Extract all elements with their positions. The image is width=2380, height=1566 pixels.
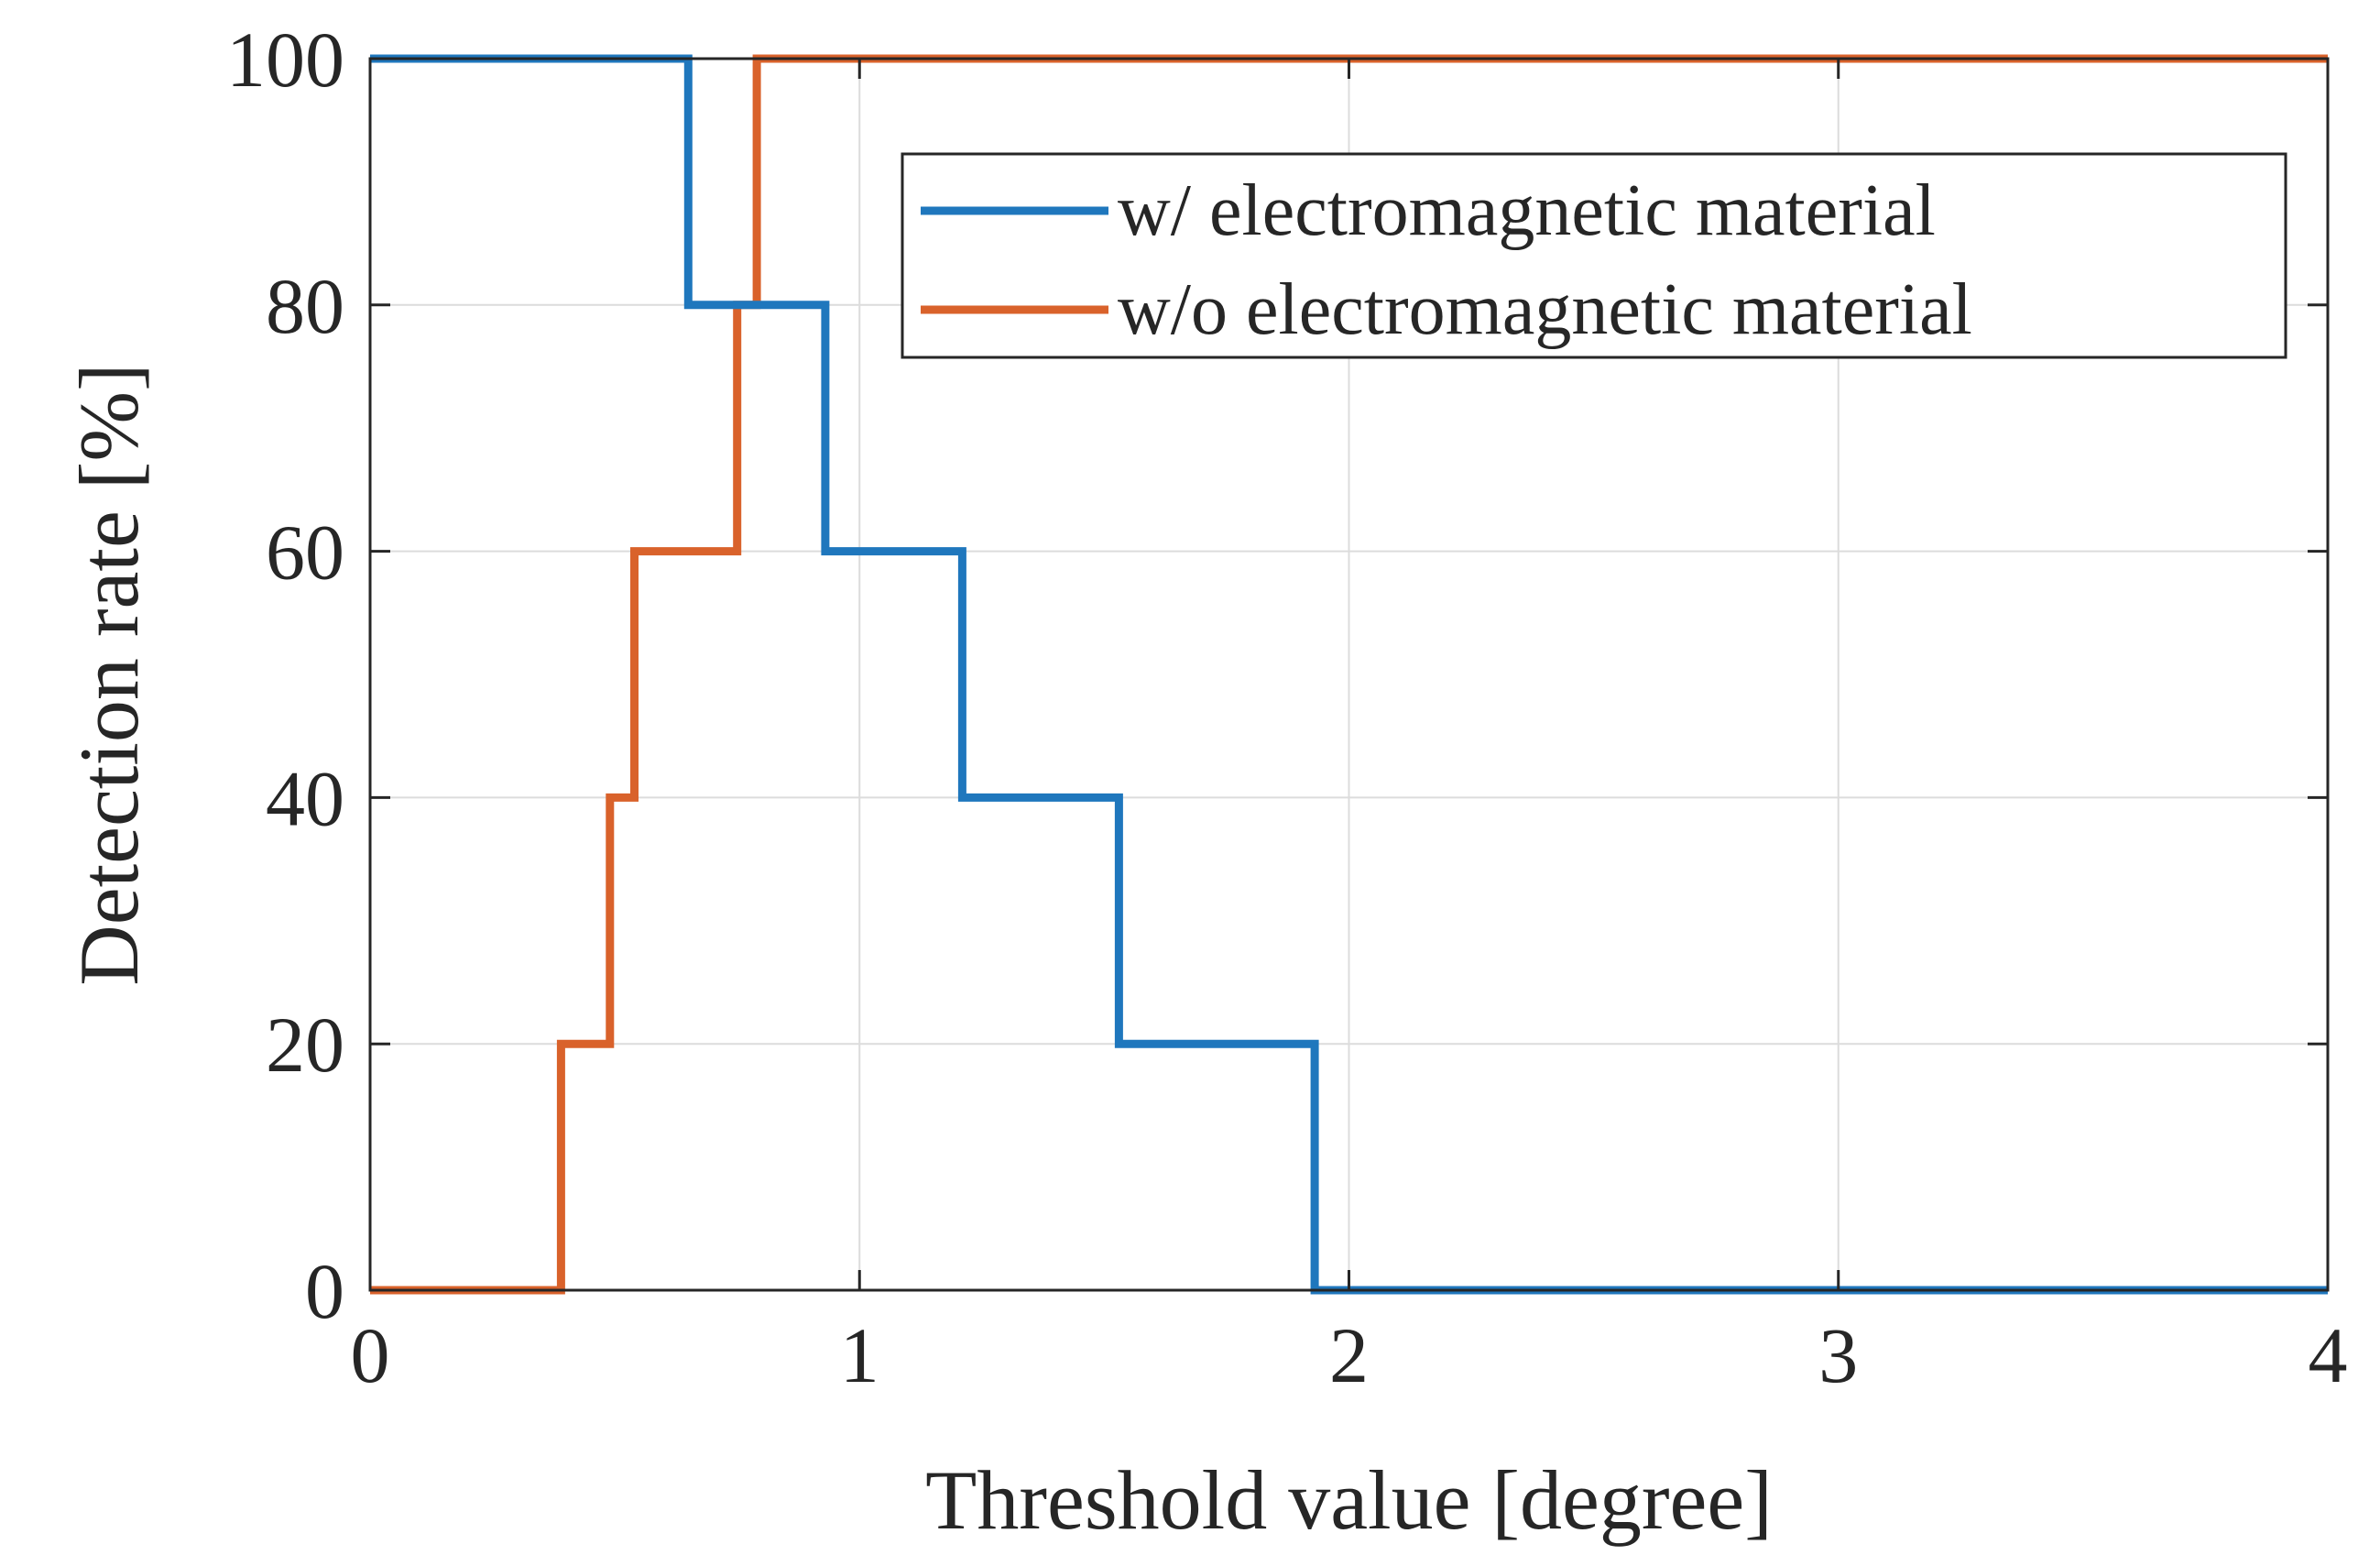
series-line-0 xyxy=(370,54,2328,1295)
x-tick-label: 1 xyxy=(840,1311,879,1399)
x-tick-label: 2 xyxy=(1329,1311,1369,1399)
x-tick-label: 0 xyxy=(351,1311,390,1399)
y-tick-label: 60 xyxy=(266,509,344,597)
legend-label-1: w/o electromagnetic material xyxy=(1118,269,1972,350)
y-tick-label: 80 xyxy=(266,262,344,350)
y-axis-title: Detection rate [%] xyxy=(62,363,156,985)
x-tick-label: 3 xyxy=(1818,1311,1858,1399)
legend-box xyxy=(901,152,2287,359)
x-axis-title: Threshold value [degree] xyxy=(925,1453,1773,1547)
legend-label-0: w/ electromagnetic material xyxy=(1118,170,1936,251)
legend: w/ electromagnetic material w/o electroma… xyxy=(901,152,2287,359)
y-tick-label: 0 xyxy=(305,1247,344,1335)
y-tick-label: 20 xyxy=(266,1001,344,1089)
y-tick-label: 100 xyxy=(226,16,344,104)
x-tick-label: 4 xyxy=(2309,1311,2348,1399)
y-tick-label: 40 xyxy=(266,754,344,842)
series-line-1 xyxy=(370,54,2328,1295)
series-layer xyxy=(370,54,2328,1295)
